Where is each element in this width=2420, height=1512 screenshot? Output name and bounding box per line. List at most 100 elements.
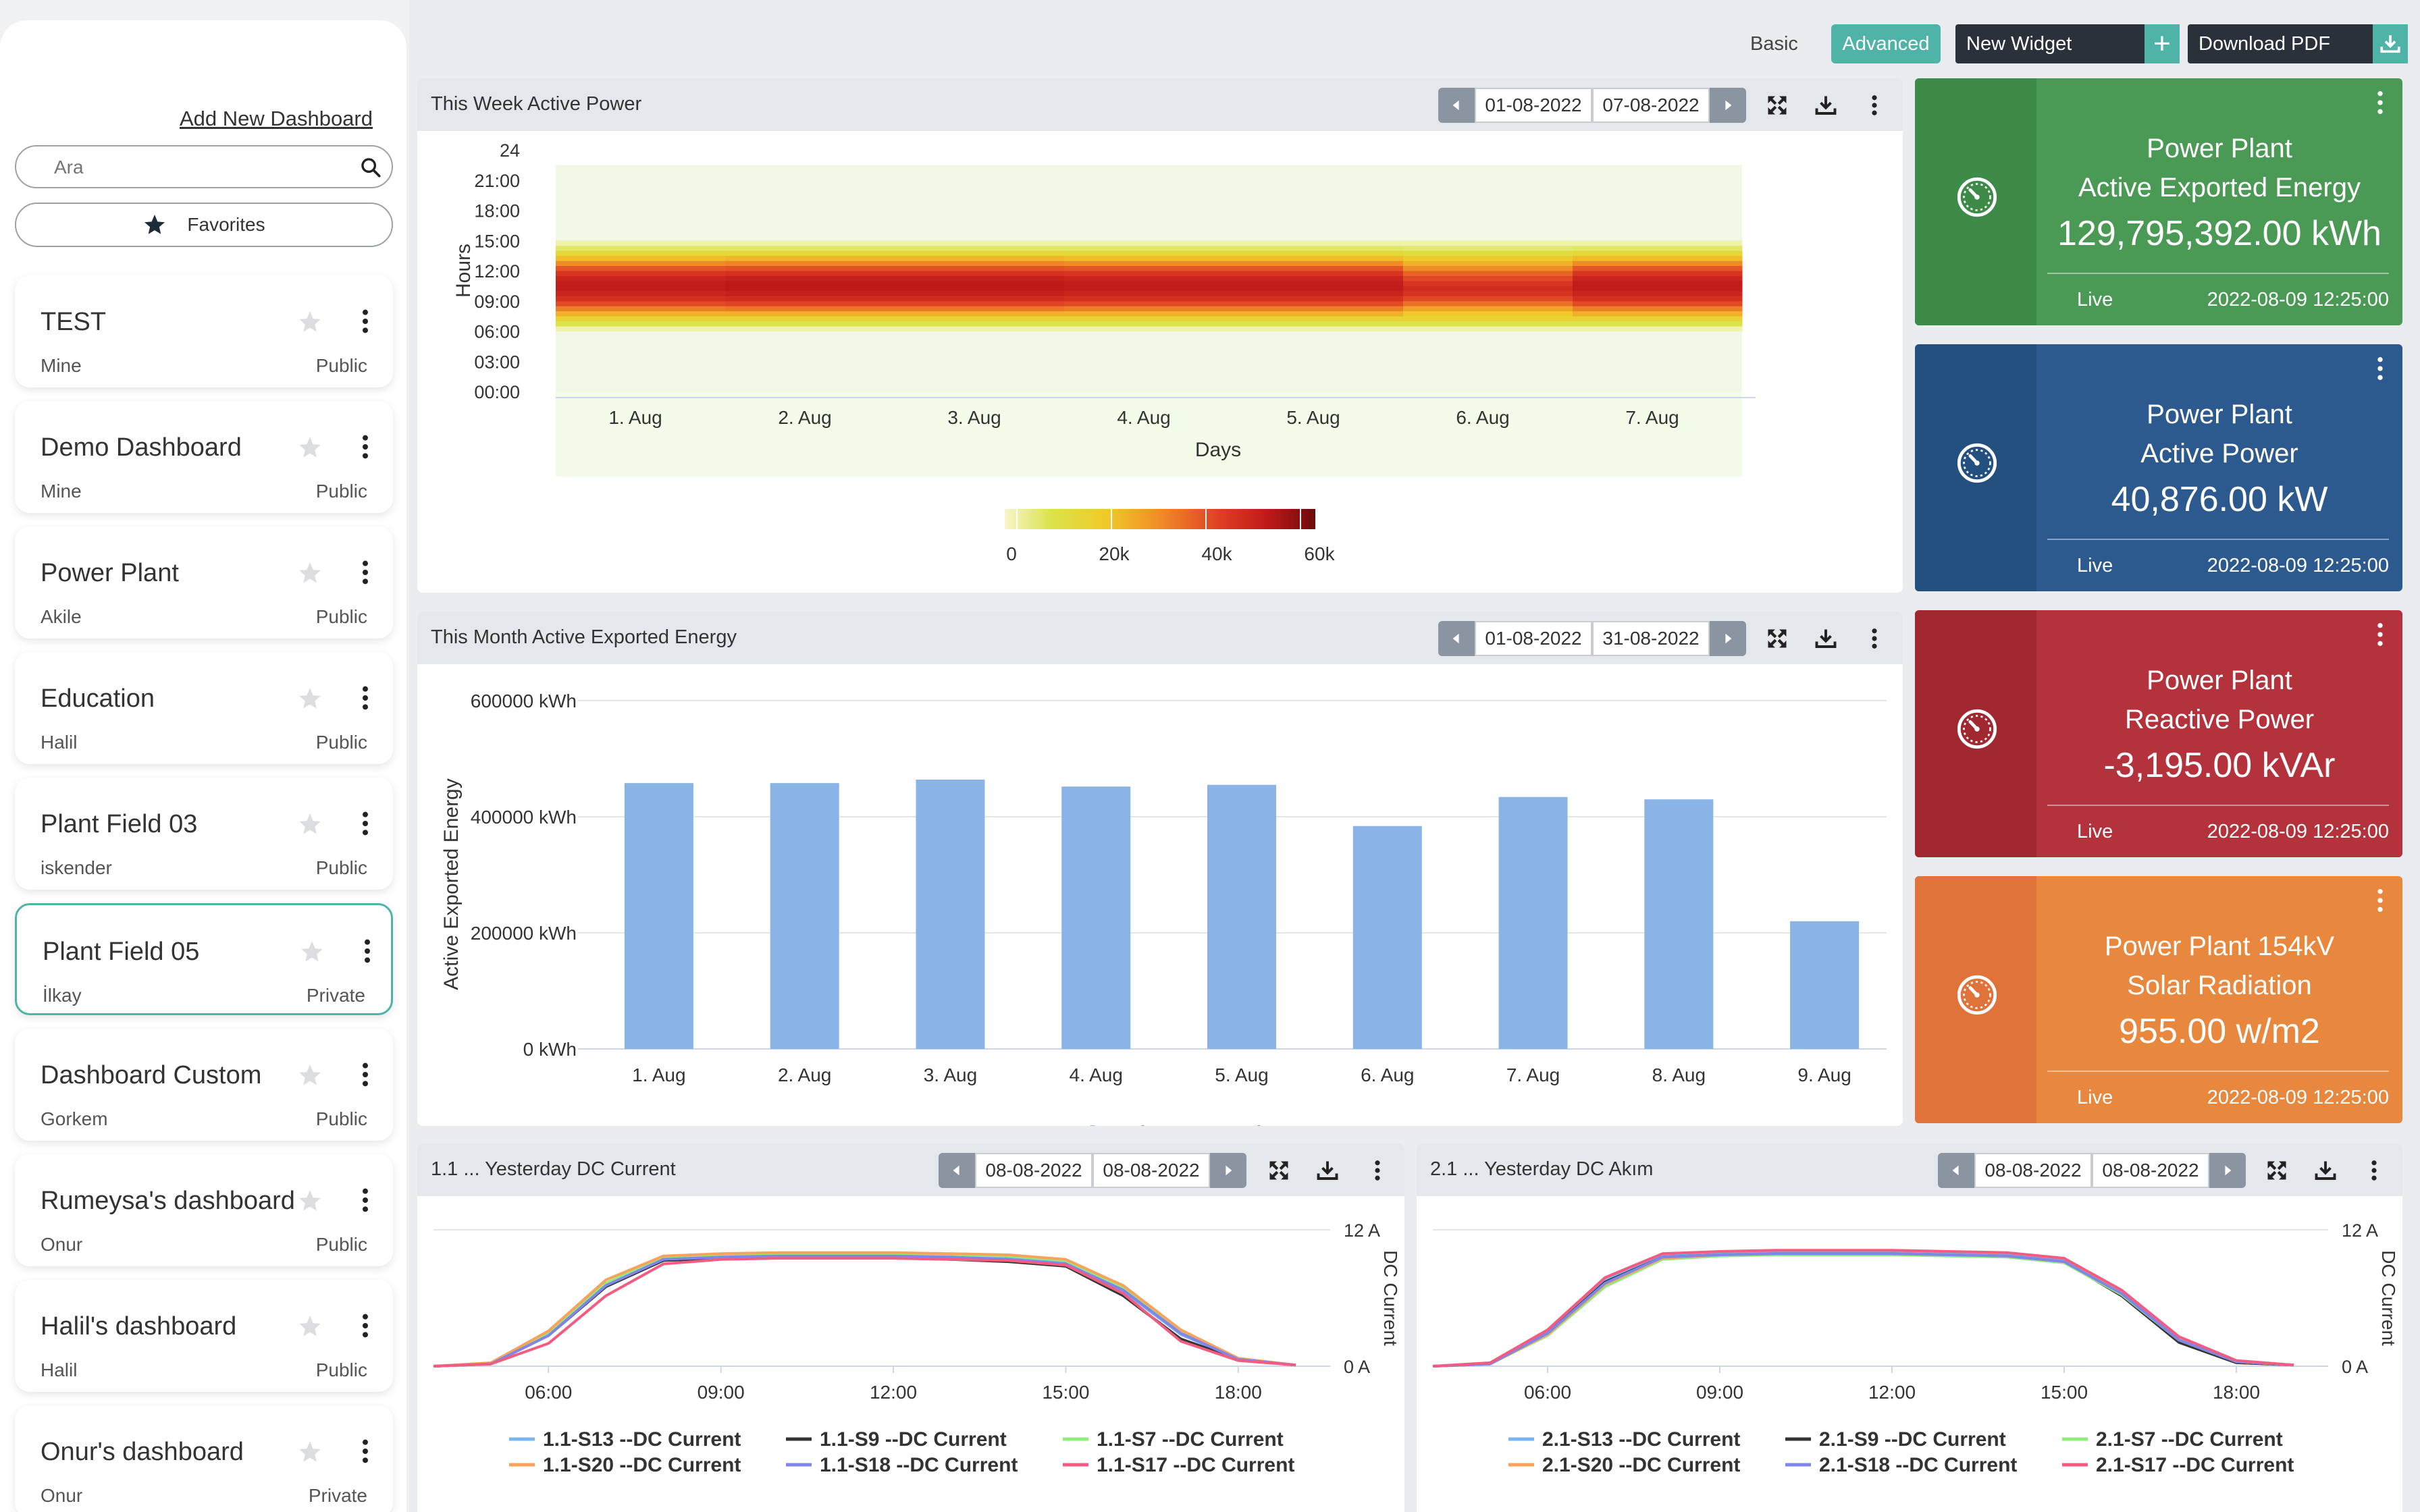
heatmap-cell[interactable]	[725, 240, 895, 246]
heatmap-cell[interactable]	[1403, 265, 1573, 271]
more-vertical-icon[interactable]	[2362, 1158, 2386, 1183]
more-vertical-icon[interactable]	[357, 810, 374, 840]
dashboard-card[interactable]: Plant Field 03 iskender Public	[15, 778, 393, 890]
heatmap-cell[interactable]	[895, 271, 1065, 276]
heatmap-cell[interactable]	[1234, 261, 1404, 267]
date-to[interactable]: 08-08-2022	[2092, 1153, 2209, 1188]
more-vertical-icon[interactable]	[357, 684, 374, 715]
kpi-card[interactable]: Power Plant Active Power 40,876.00 kW Live 2…	[1915, 344, 2402, 591]
heatmap-cell[interactable]	[1573, 286, 1743, 292]
series-line[interactable]	[433, 1254, 1296, 1368]
heatmap-cell[interactable]	[1234, 280, 1404, 286]
favorites-button[interactable]: Favorites	[15, 202, 393, 247]
heatmap-cell[interactable]	[895, 265, 1065, 271]
heatmap-cell[interactable]	[1573, 250, 1743, 256]
heatmap-cell[interactable]	[1234, 250, 1404, 256]
heatmap-cell[interactable]	[1403, 321, 1573, 327]
heatmap-cell[interactable]	[725, 326, 895, 331]
heatmap-cell[interactable]	[556, 265, 726, 271]
heatmap-cell[interactable]	[1064, 255, 1234, 261]
heatmap-cell[interactable]	[1573, 290, 1743, 296]
heatmap-cell[interactable]	[1403, 300, 1573, 306]
star-icon[interactable]	[297, 1062, 323, 1091]
series-line[interactable]	[433, 1253, 1296, 1368]
heatmap-cell[interactable]	[1234, 240, 1404, 246]
heatmap-cell[interactable]	[1064, 275, 1234, 281]
star-icon[interactable]	[297, 1314, 323, 1343]
expand-icon[interactable]	[2265, 1158, 2289, 1183]
heatmap-cell[interactable]	[1064, 261, 1234, 267]
new-widget-button[interactable]: New Widget +	[1955, 24, 2180, 63]
series-line[interactable]	[1432, 1253, 2294, 1368]
heatmap-cell[interactable]	[1403, 240, 1573, 246]
star-icon[interactable]	[297, 560, 323, 589]
bar[interactable]	[1352, 826, 1422, 1049]
date-to[interactable]: 31-08-2022	[1592, 621, 1710, 656]
heatmap-cell[interactable]	[895, 290, 1065, 296]
heatmap-cell[interactable]	[1234, 255, 1404, 261]
heatmap-cell[interactable]	[1403, 250, 1573, 256]
heatmap-cell[interactable]	[725, 300, 895, 306]
heatmap-cell[interactable]	[1234, 306, 1404, 312]
series-line[interactable]	[1432, 1249, 2294, 1368]
more-vertical-icon[interactable]	[357, 308, 374, 338]
heatmap-cell[interactable]	[1573, 271, 1743, 276]
heatmap-cell[interactable]	[1234, 296, 1404, 302]
heatmap-cell[interactable]	[895, 275, 1065, 281]
kpi-card[interactable]: Power Plant Active Exported Energy 129,795…	[1915, 78, 2402, 325]
heatmap-cell[interactable]	[725, 245, 895, 251]
series-line[interactable]	[433, 1251, 1296, 1368]
heatmap-cell[interactable]	[1403, 316, 1573, 322]
star-icon[interactable]	[297, 1188, 323, 1217]
heatmap-cell[interactable]	[725, 306, 895, 312]
search-input[interactable]	[54, 156, 338, 179]
heatmap-cell[interactable]	[725, 250, 895, 256]
heatmap-cell[interactable]	[895, 306, 1065, 312]
heatmap-cell[interactable]	[1403, 245, 1573, 251]
heatmap-cell[interactable]	[725, 280, 895, 286]
heatmap-cell[interactable]	[556, 245, 726, 251]
heatmap-cell[interactable]	[1064, 240, 1234, 246]
expand-icon[interactable]	[1765, 626, 1789, 651]
expand-icon[interactable]	[1765, 93, 1789, 117]
heatmap-cell[interactable]	[1064, 306, 1234, 312]
date-from[interactable]: 08-08-2022	[975, 1153, 1093, 1188]
more-vertical-icon[interactable]	[357, 1187, 374, 1217]
heatmap-cell[interactable]	[895, 250, 1065, 256]
dashboard-card[interactable]: Plant Field 05 İlkay Private	[15, 903, 393, 1015]
star-icon[interactable]	[297, 435, 323, 464]
heatmap-cell[interactable]	[556, 306, 726, 312]
heatmap-cell[interactable]	[1573, 300, 1743, 306]
more-vertical-icon[interactable]	[357, 433, 374, 464]
more-vertical-icon[interactable]	[357, 1438, 374, 1468]
heatmap-cell[interactable]	[1573, 261, 1743, 267]
more-vertical-icon[interactable]	[2373, 355, 2388, 382]
heatmap-cell[interactable]	[1573, 280, 1743, 286]
more-vertical-icon[interactable]	[357, 1312, 374, 1343]
more-vertical-icon[interactable]	[359, 938, 376, 968]
heatmap-cell[interactable]	[1403, 255, 1573, 261]
heatmap-cell[interactable]	[1064, 286, 1234, 292]
heatmap-cell[interactable]	[1403, 261, 1573, 267]
date-from[interactable]: 01-08-2022	[1475, 621, 1592, 656]
bar[interactable]	[624, 783, 693, 1049]
heatmap-cell[interactable]	[1573, 310, 1743, 317]
bar[interactable]	[1061, 786, 1131, 1049]
star-icon[interactable]	[297, 811, 323, 840]
heatmap-cell[interactable]	[895, 286, 1065, 292]
heatmap-cell[interactable]	[1064, 321, 1234, 327]
heatmap-cell[interactable]	[1573, 275, 1743, 281]
heatmap-cell[interactable]	[1234, 290, 1404, 296]
date-to[interactable]: 07-08-2022	[1592, 88, 1710, 123]
kpi-card[interactable]: Power Plant Reactive Power -3,195.00 kVAr L…	[1915, 610, 2402, 857]
prev-range-button[interactable]	[1438, 621, 1475, 656]
heatmap-cell[interactable]	[1234, 275, 1404, 281]
heatmap-cell[interactable]	[725, 255, 895, 261]
heatmap-cell[interactable]	[895, 310, 1065, 317]
search-icon[interactable]	[359, 156, 382, 179]
dashboard-card[interactable]: Rumeysa's dashboard Onur Public	[15, 1154, 393, 1266]
next-range-button[interactable]	[1210, 1153, 1246, 1188]
download-icon[interactable]	[1814, 626, 1838, 651]
heatmap-cell[interactable]	[556, 271, 726, 276]
basic-button[interactable]: Basic	[1750, 32, 1798, 55]
